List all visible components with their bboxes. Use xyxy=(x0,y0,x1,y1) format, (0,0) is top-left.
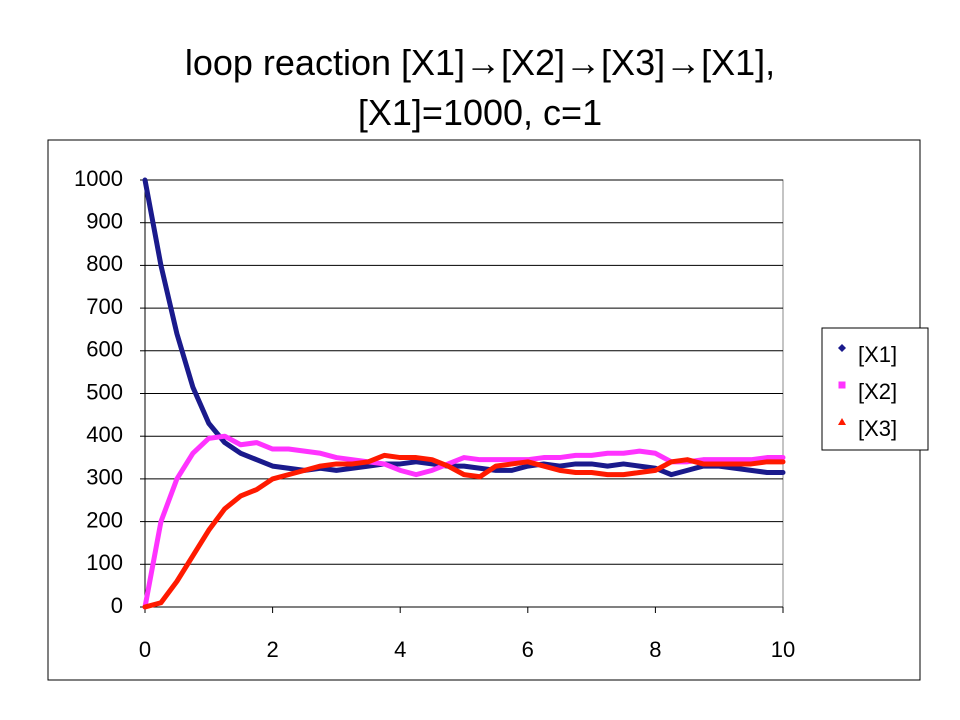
x-tick-label: 4 xyxy=(394,637,406,662)
y-tick-label: 0 xyxy=(111,593,123,618)
x-tick-label: 0 xyxy=(139,637,151,662)
legend-marker xyxy=(838,381,846,389)
y-tick-label: 900 xyxy=(86,209,123,234)
series-line xyxy=(142,177,786,478)
legend-marker xyxy=(838,418,846,425)
y-tick-label: 1000 xyxy=(74,166,123,191)
legend-marker xyxy=(838,344,846,352)
chart-title: loop reaction [X1]→[X2]→[X3]→[X1], [X1]=… xyxy=(184,42,776,133)
y-tick-label: 200 xyxy=(86,507,123,532)
series-line xyxy=(142,452,786,610)
x-tick-label: 10 xyxy=(771,637,795,662)
legend-label: [X3] xyxy=(858,416,897,441)
legend-label: [X1] xyxy=(858,342,897,367)
x-tick-label: 8 xyxy=(649,637,661,662)
y-tick-label: 700 xyxy=(86,294,123,319)
y-tick-label: 800 xyxy=(86,251,123,276)
x-tick-label: 6 xyxy=(522,637,534,662)
legend-label: [X2] xyxy=(858,379,897,404)
y-tick-label: 400 xyxy=(86,422,123,447)
y-tick-label: 500 xyxy=(86,379,123,404)
y-tick-label: 100 xyxy=(86,550,123,575)
y-tick-label: 300 xyxy=(86,465,123,490)
y-tick-label: 600 xyxy=(86,337,123,362)
x-tick-label: 2 xyxy=(266,637,278,662)
